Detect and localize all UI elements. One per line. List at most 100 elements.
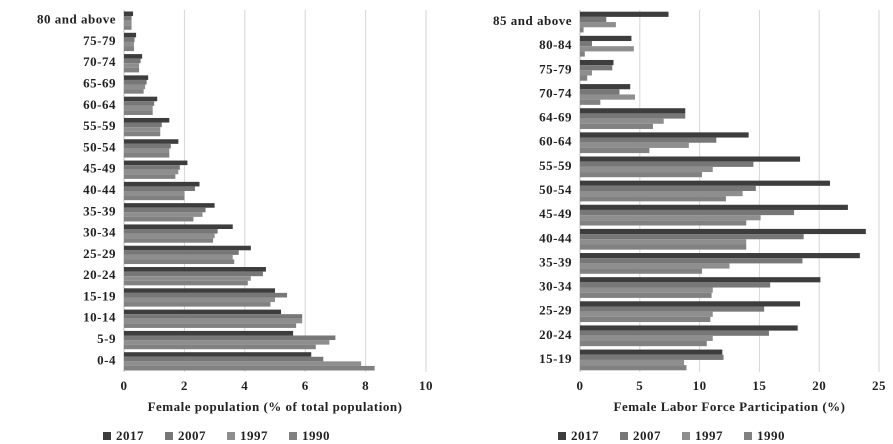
- legend-swatch: [744, 432, 752, 440]
- bar: [124, 58, 141, 64]
- bar: [580, 137, 717, 143]
- bar: [124, 207, 206, 213]
- y-tick-label: 30-34: [83, 225, 116, 240]
- bar: [580, 311, 713, 317]
- bar: [580, 11, 669, 17]
- bar: [124, 160, 188, 166]
- bar: [124, 216, 194, 222]
- bar: [124, 79, 147, 85]
- bar: [124, 54, 143, 59]
- y-tick-label: 10-14: [83, 310, 116, 325]
- y-tick-label: 0-4: [97, 352, 116, 367]
- bar: [580, 316, 711, 323]
- x-tick-label: 0: [121, 378, 128, 393]
- bar: [580, 41, 592, 47]
- y-tick-label: 64-69: [539, 110, 572, 125]
- bar: [124, 302, 271, 307]
- x-tick-label: 20: [812, 378, 826, 393]
- y-tick-label: 5-9: [97, 331, 116, 346]
- legend-swatch: [620, 432, 628, 440]
- x-tick-label: 15: [752, 378, 766, 393]
- x-axis-label: Female population (% of total population…: [148, 399, 403, 414]
- legend-swatch: [165, 432, 173, 440]
- y-tick-label: 75-79: [539, 61, 572, 76]
- bar: [580, 263, 730, 269]
- bar: [580, 59, 614, 66]
- bar: [124, 292, 288, 298]
- bar: [580, 185, 756, 191]
- bar: [124, 186, 195, 191]
- bar: [580, 239, 747, 245]
- bar: [124, 181, 200, 187]
- bar: [580, 132, 749, 138]
- bar: [580, 268, 702, 274]
- bar: [124, 195, 185, 201]
- bar: [580, 180, 830, 186]
- x-tick-label: 5: [636, 378, 643, 393]
- bar: [580, 292, 712, 298]
- bar: [580, 89, 620, 95]
- y-tick-label: 60-64: [539, 134, 572, 149]
- bar: [580, 27, 584, 33]
- bar: [124, 101, 155, 106]
- bar: [580, 65, 613, 71]
- bar: [580, 123, 653, 129]
- legend-swatch: [227, 432, 235, 440]
- legend-swatch: [682, 432, 690, 440]
- y-tick-label: 30-34: [539, 279, 572, 294]
- y-tick-label: 65-69: [83, 76, 116, 91]
- bar: [124, 280, 248, 286]
- bar: [580, 204, 848, 210]
- x-tick-label: 0: [577, 378, 584, 393]
- bar: [124, 276, 251, 281]
- bar: [124, 63, 140, 68]
- bar: [124, 352, 312, 357]
- y-tick-label: 40-44: [83, 182, 116, 197]
- bar: [124, 110, 153, 115]
- bar: [124, 309, 282, 315]
- bar: [580, 277, 821, 283]
- x-tick-label: 10: [419, 378, 433, 393]
- bar: [124, 96, 158, 102]
- bar: [580, 172, 702, 178]
- bar: [124, 20, 132, 26]
- y-tick-label: 50-54: [83, 139, 116, 154]
- bar: [124, 37, 135, 42]
- y-tick-label: 60-64: [83, 97, 116, 112]
- bar: [580, 325, 798, 331]
- bar: [124, 323, 297, 328]
- bar: [124, 340, 330, 345]
- bar: [124, 254, 233, 260]
- bar: [124, 41, 134, 47]
- bar: [124, 165, 180, 170]
- bar: [124, 105, 153, 111]
- bar: [124, 318, 303, 324]
- y-tick-label: 25-29: [539, 303, 572, 318]
- legend-label: 1990: [302, 428, 330, 443]
- y-tick-label: 70-74: [539, 85, 572, 100]
- bar: [580, 196, 726, 202]
- bar: [580, 349, 723, 355]
- legend-label: 2017: [571, 428, 599, 443]
- bar: [580, 258, 803, 264]
- legend-label: 1997: [695, 428, 723, 443]
- y-tick-label: 25-29: [83, 246, 116, 261]
- bar: [580, 253, 860, 259]
- bar: [124, 229, 218, 234]
- y-tick-label: 50-54: [539, 182, 572, 197]
- bar: [124, 152, 170, 158]
- bar: [124, 224, 233, 230]
- bar: [580, 99, 601, 105]
- x-tick-label: 2: [181, 378, 188, 393]
- y-tick-label: 20-24: [539, 327, 572, 342]
- bar: [580, 287, 713, 293]
- bar: [580, 113, 686, 119]
- bar: [124, 117, 170, 123]
- y-tick-label: 35-39: [539, 254, 572, 269]
- bar: [580, 70, 592, 76]
- x-axis-label: Female Labor Force Participation (%): [614, 399, 846, 414]
- bar: [580, 118, 664, 124]
- bar: [580, 166, 713, 173]
- bar: [124, 267, 266, 272]
